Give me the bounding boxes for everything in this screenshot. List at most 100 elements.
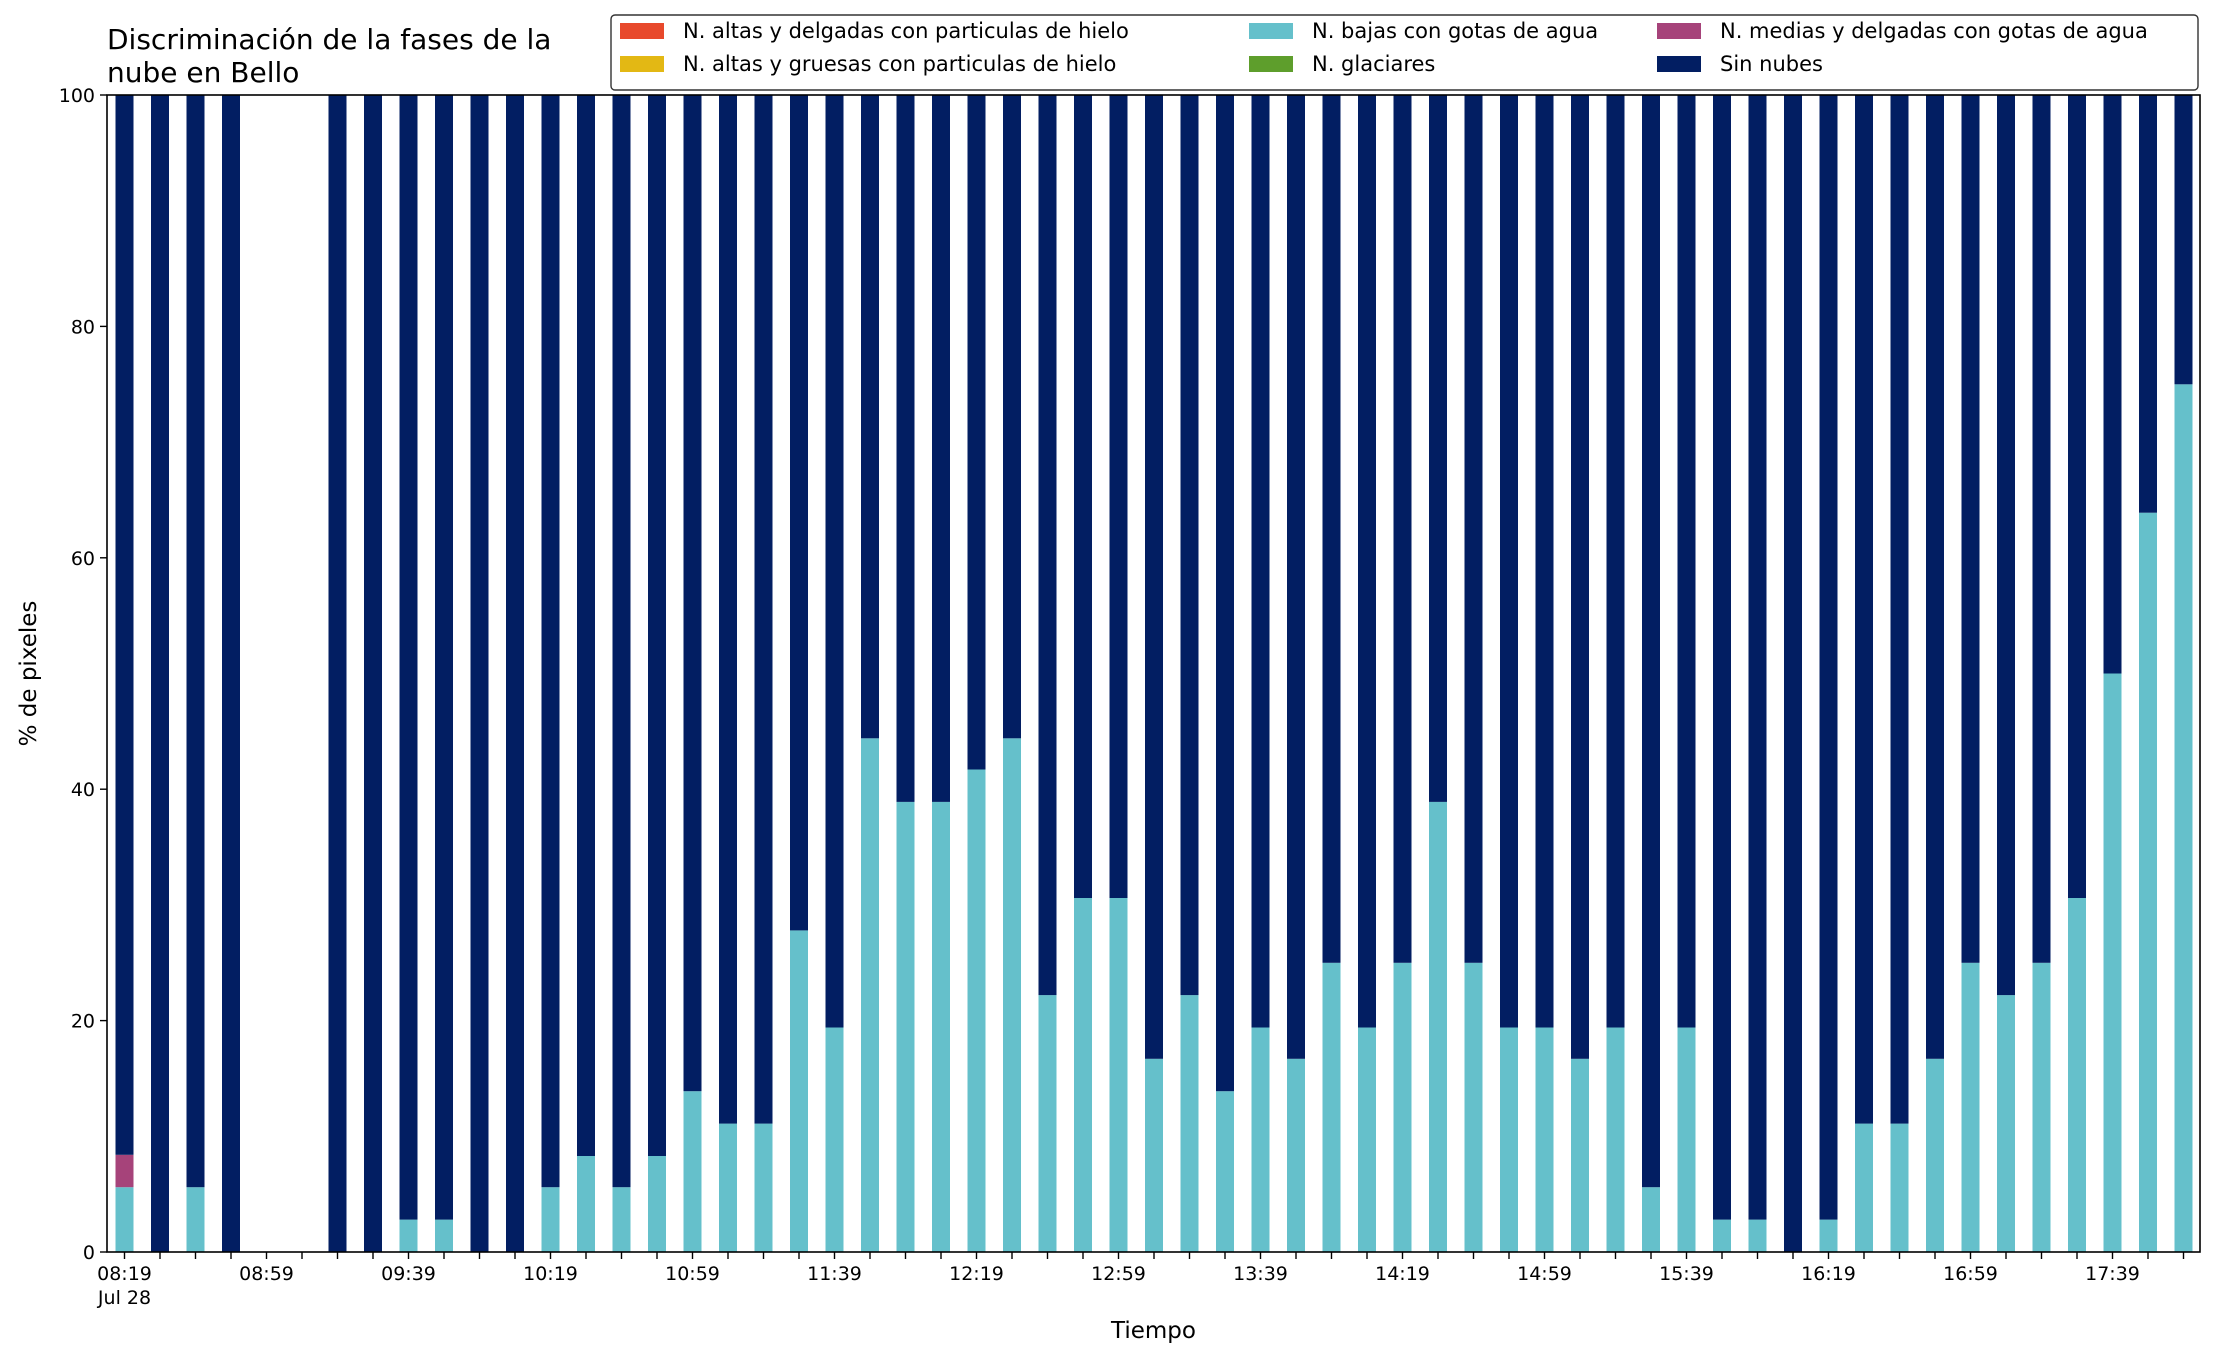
bar-segment xyxy=(186,1187,205,1252)
bar-segment xyxy=(1109,898,1128,1252)
bar-segment xyxy=(1997,995,2015,1252)
x-tick-label: 08:19 xyxy=(97,1263,152,1285)
bar-segment xyxy=(115,1154,134,1188)
bar-segment xyxy=(790,95,808,931)
bar-segment xyxy=(1926,95,1944,1059)
bar-segment xyxy=(896,95,915,802)
bar-segment xyxy=(435,95,453,1220)
bar-segment xyxy=(861,95,879,739)
bar-segment xyxy=(1855,95,1873,1124)
bar-segment xyxy=(1571,95,1589,1059)
bar-segment xyxy=(2068,95,2086,898)
x-tick-label: 14:19 xyxy=(1375,1263,1430,1285)
bar-segment xyxy=(1003,95,1021,739)
bar-segment xyxy=(1819,1219,1838,1252)
bar-segment xyxy=(115,95,134,1155)
bar-segment xyxy=(1642,1187,1660,1252)
bar-segment xyxy=(1074,898,1092,1252)
bar-segment xyxy=(1358,1027,1376,1252)
bar-segment xyxy=(1322,962,1341,1253)
x-tick-label: 16:59 xyxy=(1943,1263,1998,1285)
x-tick-label: 12:19 xyxy=(949,1263,1004,1285)
bar-segment xyxy=(1393,95,1412,963)
bar-segment xyxy=(648,95,666,1156)
bar-segment xyxy=(1606,1027,1625,1252)
bar-segment xyxy=(1145,1058,1163,1252)
bar-segment xyxy=(1535,95,1554,1028)
bar-segment xyxy=(577,1156,595,1252)
bar-segment xyxy=(612,95,631,1188)
bar-segment xyxy=(612,1187,631,1252)
x-tick-label: 12:59 xyxy=(1091,1263,1146,1285)
bar-segment xyxy=(364,95,382,1252)
bar-segment xyxy=(683,95,702,1092)
bar-segment xyxy=(1997,95,2015,996)
legend-label: N. medias y delgadas con gotas de agua xyxy=(1720,19,2148,43)
bar-segment xyxy=(1961,95,1980,963)
bar-segment xyxy=(1358,95,1376,1028)
y-axis: 0 20 40 60 80 100 xyxy=(59,85,107,1264)
legend-swatch xyxy=(1249,56,1293,72)
bar-segment xyxy=(1216,1091,1234,1252)
bar-segment xyxy=(1677,95,1696,1028)
bar-segment xyxy=(186,95,205,1188)
bar-segment xyxy=(1500,1027,1518,1252)
bar-segment xyxy=(1961,962,1980,1253)
bar-segment xyxy=(435,1219,453,1252)
legend-box xyxy=(610,14,2199,91)
legend-swatch xyxy=(1657,56,1701,72)
bar-segment xyxy=(1890,1123,1909,1252)
x-tick-label: 17:39 xyxy=(2085,1263,2140,1285)
bar-segment xyxy=(1784,95,1802,1252)
bar-segment xyxy=(1748,1219,1767,1252)
bar-segment xyxy=(1642,95,1660,1188)
bar-segment xyxy=(506,95,524,1252)
bar-segment xyxy=(932,801,950,1252)
bar-segment xyxy=(1393,962,1412,1253)
legend-label: N. altas y delgadas con particulas de hi… xyxy=(683,19,1129,43)
bar-segment xyxy=(470,95,489,1252)
bar-segment xyxy=(1571,1058,1589,1252)
bar-segment xyxy=(2032,95,2051,963)
bar-segment xyxy=(719,1123,737,1252)
bar-segment xyxy=(2103,673,2122,1252)
bar-segment xyxy=(1855,1123,1873,1252)
bar-segment xyxy=(932,95,950,802)
bar-segment xyxy=(825,95,844,1028)
y-tick-label: 60 xyxy=(71,548,95,570)
bar-segment xyxy=(683,1091,702,1252)
bar-segment xyxy=(1926,1058,1944,1252)
x-tick-label: 15:39 xyxy=(1659,1263,1714,1285)
bar-segment xyxy=(1464,95,1483,963)
chart-title-line: nube en Bello xyxy=(107,56,299,89)
bar-segment xyxy=(790,930,808,1252)
bar-segment xyxy=(2139,512,2157,1252)
bar-segment xyxy=(1890,95,1909,1124)
bar-segment xyxy=(1180,995,1199,1252)
legend-swatch xyxy=(1657,23,1701,39)
bar-segment xyxy=(2174,384,2193,1253)
legend-swatch xyxy=(620,56,664,72)
y-tick-label: 100 xyxy=(59,85,95,107)
bar-layer xyxy=(115,95,2193,1253)
legend: N. altas y delgadas con particulas de hi… xyxy=(610,14,2199,91)
x-tick-label: 14:59 xyxy=(1517,1263,1572,1285)
bar-segment xyxy=(1500,95,1518,1028)
bar-segment xyxy=(1819,95,1838,1220)
bar-segment xyxy=(967,769,986,1252)
chart-title-line: Discriminación de la fases de la xyxy=(107,23,551,56)
bar-segment xyxy=(648,1156,666,1252)
bar-segment xyxy=(1287,95,1305,1059)
bar-segment xyxy=(1535,1027,1554,1252)
y-tick-label: 0 xyxy=(83,1242,95,1264)
legend-label: N. bajas con gotas de agua xyxy=(1312,19,1598,43)
bar-segment xyxy=(1216,95,1234,1092)
x-axis-label: Tiempo xyxy=(1110,1318,1196,1344)
y-tick-label: 80 xyxy=(71,316,95,338)
bar-segment xyxy=(1677,1027,1696,1252)
bar-segment xyxy=(2103,95,2122,674)
legend-label: N. glaciares xyxy=(1312,52,1435,76)
y-axis-label: % de pixeles xyxy=(16,601,42,747)
